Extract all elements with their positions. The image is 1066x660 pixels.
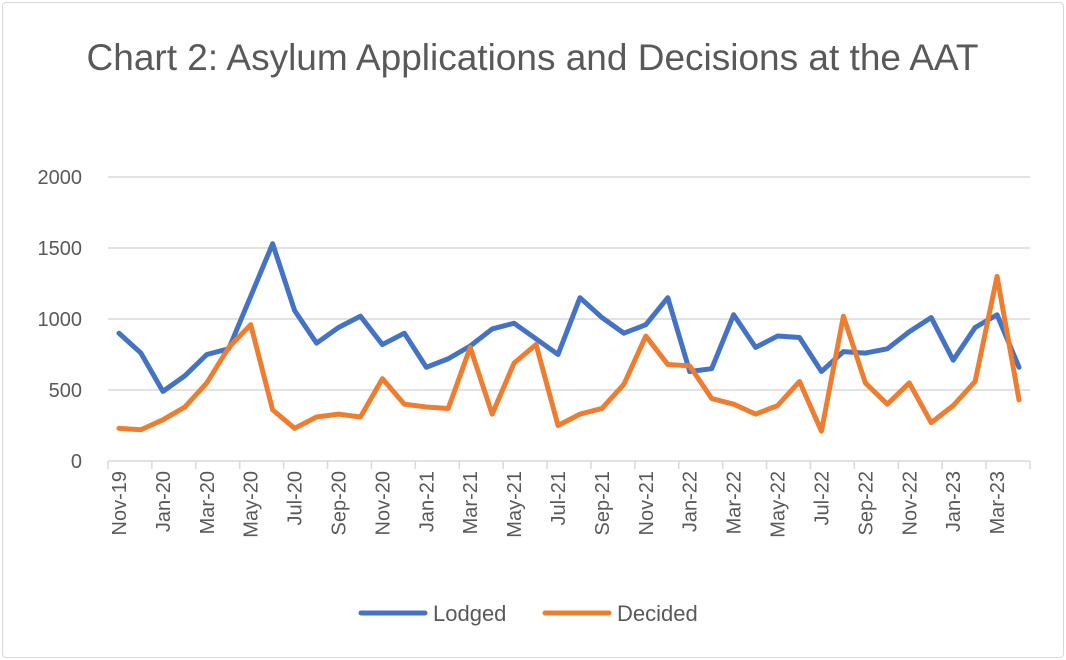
- x-tick-label: May-21: [504, 471, 526, 538]
- x-tick-label: Sep-20: [329, 471, 351, 536]
- y-tick-label: 0: [71, 451, 82, 473]
- y-tick-label: 500: [49, 380, 82, 402]
- x-tick-label: Jan-22: [680, 471, 702, 532]
- x-tick-label: Mar-22: [724, 471, 746, 534]
- legend-label-lodged: Lodged: [433, 601, 506, 626]
- x-tick-label: May-20: [241, 471, 263, 538]
- x-tick-label: Jan-21: [416, 471, 438, 532]
- legend-label-decided: Decided: [617, 601, 698, 626]
- x-tick-label: Jul-20: [285, 471, 307, 525]
- chart-title: Chart 2: Asylum Applications and Decisio…: [86, 37, 979, 78]
- x-tick-label: Jan-20: [153, 471, 175, 532]
- x-tick-label: Mar-23: [987, 471, 1009, 534]
- x-tick-label: Nov-21: [636, 471, 658, 535]
- series-line-lodged: [116, 241, 1022, 394]
- x-tick-label: Jul-22: [811, 471, 833, 525]
- y-tick-label: 2000: [38, 167, 83, 189]
- x-tick-label: Nov-22: [899, 471, 921, 535]
- x-tick-label: Jul-21: [548, 471, 570, 525]
- y-tick-label: 1500: [38, 238, 83, 260]
- x-tick-label: Nov-20: [372, 471, 394, 535]
- series-line-decided: [116, 273, 1022, 434]
- y-tick-label: 1000: [38, 309, 83, 331]
- x-tick-label: Jan-23: [943, 471, 965, 532]
- x-tick-label: Sep-22: [855, 471, 877, 536]
- x-tick-label: Mar-21: [460, 471, 482, 534]
- x-tick-label: Mar-20: [197, 471, 219, 534]
- x-tick-label: May-22: [768, 471, 790, 538]
- x-tick-label: Nov-19: [109, 471, 131, 535]
- x-tick-label: Sep-21: [592, 471, 614, 536]
